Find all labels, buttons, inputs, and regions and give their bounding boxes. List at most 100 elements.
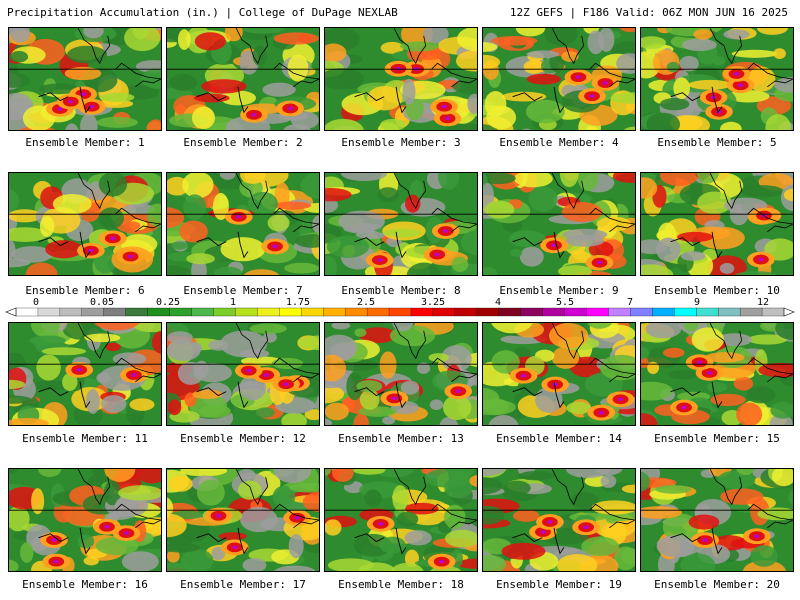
lake-shoreline bbox=[293, 78, 319, 88]
precip-field-map bbox=[641, 469, 793, 571]
bay-coastline bbox=[551, 28, 585, 65]
precip-contour bbox=[416, 362, 431, 374]
lake-shoreline bbox=[747, 503, 793, 521]
lake-shoreline bbox=[395, 381, 407, 409]
precip-contour bbox=[521, 128, 532, 130]
precip-core bbox=[617, 397, 624, 402]
colorbar-tick-label: 1 bbox=[229, 297, 237, 308]
precip-contour bbox=[169, 475, 193, 492]
precip-contour bbox=[180, 548, 214, 571]
precip-contour bbox=[237, 480, 262, 500]
lake-shoreline bbox=[431, 62, 477, 80]
precip-contour bbox=[641, 471, 650, 492]
precip-contour bbox=[45, 240, 83, 259]
precip-core bbox=[376, 258, 383, 263]
precip-contour bbox=[549, 323, 589, 349]
bay-coastline bbox=[77, 323, 111, 360]
colorbar-swatch bbox=[213, 307, 236, 317]
precip-contour bbox=[483, 476, 503, 495]
precip-core bbox=[235, 214, 242, 219]
precip-contour bbox=[619, 28, 635, 33]
precip-core bbox=[444, 116, 451, 121]
precip-contour bbox=[668, 370, 699, 380]
precip-contour bbox=[460, 229, 477, 256]
lake-shoreline bbox=[293, 373, 319, 383]
precip-contour bbox=[514, 173, 553, 188]
lake-shoreline bbox=[354, 237, 385, 247]
precip-core bbox=[455, 389, 462, 394]
precip-contour bbox=[720, 488, 764, 505]
precip-contour bbox=[325, 188, 352, 202]
precip-core bbox=[283, 382, 290, 387]
member-map-panel bbox=[324, 468, 478, 572]
colorbar-tick-label: 3.25 bbox=[420, 297, 446, 308]
precip-contour bbox=[325, 256, 337, 275]
precip-contour bbox=[219, 90, 257, 106]
lake-shoreline bbox=[431, 503, 477, 521]
precip-contour bbox=[9, 51, 29, 63]
precip-contour bbox=[325, 384, 345, 404]
precip-contour bbox=[526, 73, 561, 85]
precip-contour bbox=[600, 474, 617, 488]
colorbar-swatch bbox=[235, 307, 258, 317]
colorbar-swatch bbox=[542, 307, 566, 317]
colorbar-tick-label: 0.25 bbox=[155, 297, 181, 308]
member-caption: Ensemble Member: 18 bbox=[338, 578, 464, 591]
precip-contour bbox=[429, 399, 444, 410]
lake-shoreline bbox=[237, 381, 249, 409]
precip-contour bbox=[39, 215, 55, 237]
precip-contour bbox=[646, 112, 681, 130]
lake-shoreline bbox=[38, 387, 69, 397]
lake-shoreline bbox=[711, 527, 723, 555]
member-caption: Ensemble Member: 17 bbox=[180, 578, 306, 591]
precip-contour bbox=[100, 92, 135, 102]
member-caption: Ensemble Member: 8 bbox=[341, 284, 461, 297]
lake-shoreline bbox=[747, 207, 793, 225]
member-map-panel bbox=[482, 27, 636, 131]
precip-contour bbox=[641, 264, 674, 275]
precip-contour bbox=[273, 32, 319, 45]
precip-contour bbox=[483, 267, 498, 275]
precip-contour bbox=[325, 354, 347, 382]
precip-contour bbox=[551, 346, 580, 369]
member-caption: Ensemble Member: 4 bbox=[499, 136, 619, 149]
precip-contour bbox=[325, 469, 331, 476]
precip-field-map bbox=[167, 323, 319, 425]
lake-shoreline bbox=[747, 357, 793, 375]
precip-contour bbox=[10, 28, 31, 43]
precip-contour bbox=[691, 327, 725, 352]
precip-contour bbox=[272, 485, 296, 508]
colorbar-tick-label: 1.75 bbox=[285, 297, 311, 308]
precip-contour bbox=[736, 402, 763, 425]
precip-contour bbox=[295, 234, 319, 248]
lake-shoreline bbox=[451, 519, 477, 529]
precip-field-map bbox=[167, 28, 319, 130]
precip-contour bbox=[444, 529, 477, 548]
precip-contour bbox=[565, 469, 611, 479]
precip-core bbox=[391, 396, 398, 401]
member-map-panel bbox=[166, 27, 320, 131]
precip-contour bbox=[244, 269, 279, 275]
precip-contour bbox=[587, 30, 605, 55]
precip-core bbox=[552, 382, 559, 387]
colorbar-max-arrow bbox=[783, 307, 795, 317]
lake-shoreline bbox=[273, 62, 319, 80]
precip-core bbox=[263, 373, 270, 378]
precip-contour bbox=[508, 230, 547, 248]
precip-core bbox=[575, 75, 582, 80]
colorbar-swatch bbox=[323, 307, 346, 317]
precip-contour bbox=[9, 395, 32, 404]
bay-coastline bbox=[551, 323, 585, 360]
precip-contour bbox=[332, 469, 354, 482]
precip-contour bbox=[64, 66, 102, 81]
lake-shoreline bbox=[38, 237, 69, 247]
lake-shoreline bbox=[237, 231, 249, 259]
lake-shoreline bbox=[196, 533, 227, 543]
precip-contour bbox=[272, 201, 312, 210]
precip-contour bbox=[284, 262, 319, 274]
precip-contour bbox=[359, 389, 380, 410]
precip-contour bbox=[719, 263, 735, 274]
precip-contour bbox=[525, 99, 565, 124]
precip-contour bbox=[41, 347, 87, 356]
precip-contour bbox=[404, 530, 432, 546]
